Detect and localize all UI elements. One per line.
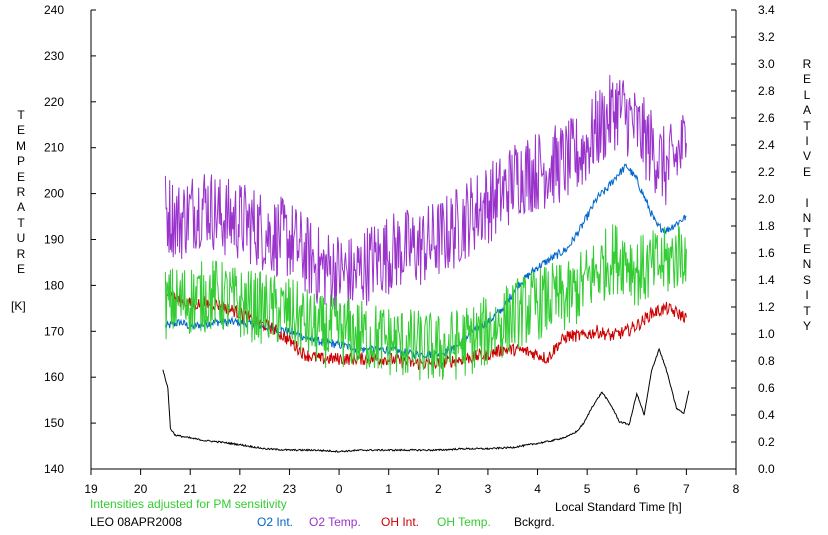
y-left-tick-label: 240 (44, 3, 64, 17)
y-right-tick-label: 3.2 (758, 30, 775, 44)
y-left-tick-label: 210 (44, 141, 64, 155)
left-axis-title: T E M P E R A T U R E (16, 108, 26, 277)
y-right-tick-label: 0.0 (758, 462, 775, 476)
x-tick-label: 4 (534, 482, 541, 496)
y-left-tick-label: 140 (44, 462, 64, 476)
series-layer (162, 74, 690, 453)
y-right-tick-label: 2.6 (758, 111, 775, 125)
x-axis-title: Local Standard Time [h] (555, 500, 682, 514)
y-right-tick-label: 2.8 (758, 84, 775, 98)
y-right-tick-label: 3.4 (758, 3, 775, 17)
legend-item-oh-int: OH Int. (381, 515, 420, 529)
y-left-tick-label: 220 (44, 95, 64, 109)
series-line-o2-temp (164, 74, 687, 312)
y-left-tick-label: 230 (44, 49, 64, 63)
y-right-tick-label: 1.2 (758, 300, 775, 314)
y-right-tick-label: 3.0 (758, 57, 775, 71)
y-right-tick-label: 1.8 (758, 219, 775, 233)
y-left-tick-label: 150 (44, 416, 64, 430)
x-tick-label: 2 (435, 482, 442, 496)
y-left-tick-label: 180 (44, 278, 64, 292)
y-right-tick-label: 0.4 (758, 408, 775, 422)
x-tick-label: 19 (84, 482, 98, 496)
y-left-tick-label: 200 (44, 187, 64, 201)
series-line-oh-temp (164, 224, 687, 381)
legend-item-bckgrd: Bckgrd. (514, 515, 555, 529)
series-line-bckgrd (162, 347, 690, 453)
site-date-label: LEO 08APR2008 (90, 515, 183, 529)
x-tick-label: 23 (283, 482, 297, 496)
legend-item-o2-int: O2 Int. (257, 515, 294, 529)
y-right-tick-label: 0.2 (758, 435, 775, 449)
tick-labels: 1401501601701801902002102202302400.00.20… (44, 3, 775, 496)
axes (90, 9, 737, 475)
x-tick-label: 0 (336, 482, 343, 496)
x-tick-label: 8 (733, 482, 740, 496)
x-tick-label: 7 (683, 482, 690, 496)
legend-item-o2-temp: O2 Temp. (309, 515, 361, 529)
x-tick-label: 3 (485, 482, 492, 496)
right-axis-title: R E L A T I V E I N T E N S I T Y (802, 57, 812, 333)
pm-sensitivity-note: Intensities adjusted for PM sensitivity (90, 497, 287, 511)
y-right-tick-label: 1.0 (758, 327, 775, 341)
y-left-tick-label: 160 (44, 370, 64, 384)
x-tick-label: 6 (633, 482, 640, 496)
x-tick-label: 5 (584, 482, 591, 496)
legend-item-oh-temp: OH Temp. (437, 515, 491, 529)
y-left-tick-label: 190 (44, 233, 64, 247)
x-tick-label: 21 (184, 482, 198, 496)
x-tick-label: 22 (233, 482, 247, 496)
y-right-tick-label: 0.6 (758, 381, 775, 395)
y-right-tick-label: 2.4 (758, 138, 775, 152)
x-tick-label: 20 (134, 482, 148, 496)
x-tick-label: 1 (385, 482, 392, 496)
y-right-tick-label: 0.8 (758, 354, 775, 368)
left-axis-unit: [K] (11, 299, 26, 313)
y-right-tick-label: 1.4 (758, 273, 775, 287)
y-right-tick-label: 2.2 (758, 165, 775, 179)
y-left-tick-label: 170 (44, 324, 64, 338)
y-right-tick-label: 1.6 (758, 246, 775, 260)
y-right-tick-label: 2.0 (758, 192, 775, 206)
